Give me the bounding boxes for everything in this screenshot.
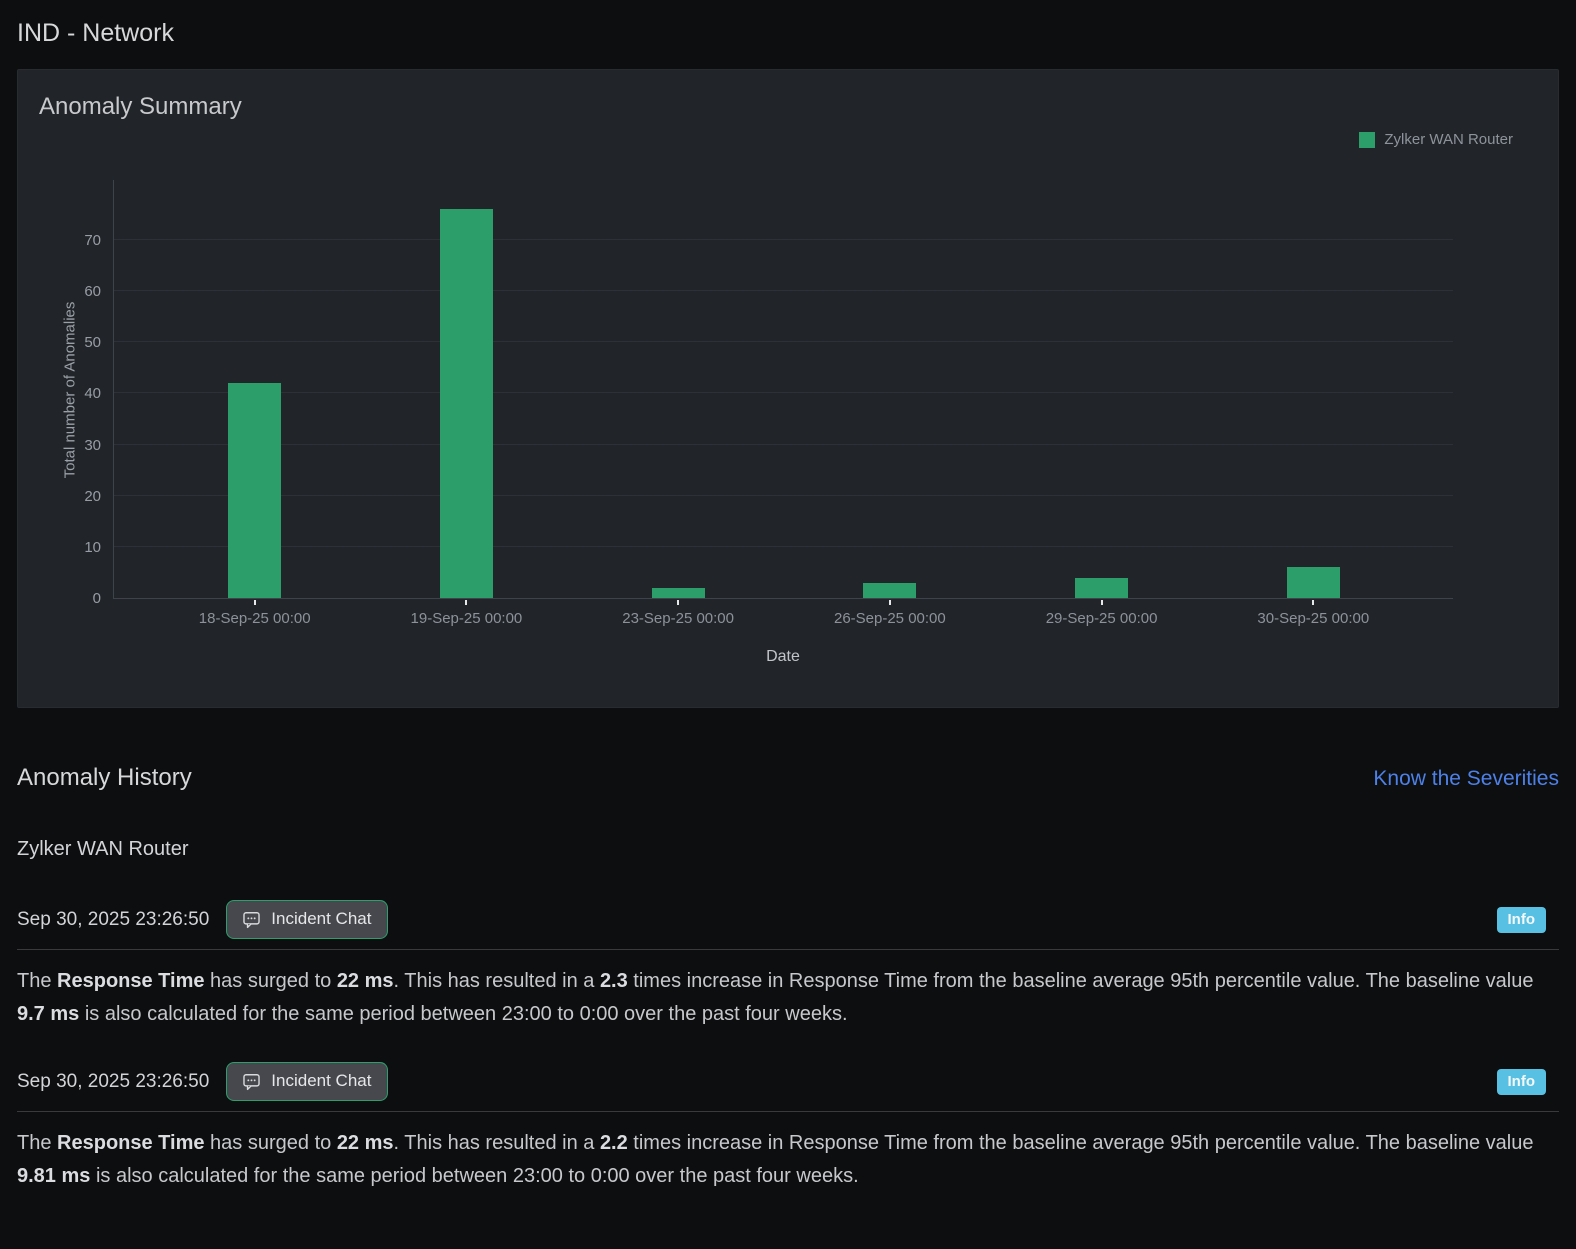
device-name: Zylker WAN Router	[17, 838, 189, 860]
entry-timestamp: Sep 30, 2025 23:26:50	[17, 908, 210, 930]
gridline-y60	[114, 290, 1453, 292]
y-tick-label-70: 70	[84, 232, 101, 249]
x-tick-mark	[677, 600, 680, 605]
message-highlight: 2.2	[599, 1132, 628, 1154]
message-text: The	[17, 970, 58, 992]
message-highlight: 22 ms	[336, 970, 394, 992]
x-tick-mark	[1100, 600, 1103, 605]
anomaly-history-title: Anomaly History	[17, 764, 192, 791]
bar-30-Sep-25 00:00[interactable]	[1286, 567, 1340, 598]
bar-19-Sep-25 00:00[interactable]	[439, 209, 493, 598]
x-tick-mark	[253, 600, 256, 605]
gridline-y70	[114, 239, 1453, 240]
message-highlight: Response Time	[57, 970, 205, 992]
entry-header-row: Sep 30, 2025 23:26:50 Incident Chat Info	[17, 1061, 1559, 1102]
legend-item-zylker-wan-router[interactable]: Zylker WAN Router	[1359, 131, 1513, 148]
x-tick-label: 18-Sep-25 00:00	[198, 610, 311, 627]
page: IND - Network Anomaly Summary Zylker WAN…	[0, 19, 1576, 1193]
x-tick-label: 19-Sep-25 00:00	[410, 610, 523, 627]
y-tick-label-10: 10	[84, 538, 101, 556]
chart-plot: 0 10 20 30 40 50 60 70 18-Sep-25 00:00 19-Sep-25 …	[84, 180, 1453, 627]
y-tick-label-0: 0	[92, 590, 101, 607]
message-text: has surged to	[204, 1132, 337, 1154]
chat-bubble-icon	[242, 1072, 261, 1091]
x-tick-label: 29-Sep-25 00:00	[1045, 610, 1158, 627]
x-tick-label: 26-Sep-25 00:00	[833, 610, 946, 627]
incident-chat-label: Incident Chat	[271, 1071, 372, 1090]
message-text: is also calculated for the same period b…	[90, 1165, 859, 1187]
chat-bubble-icon	[242, 910, 261, 929]
anomaly-summary-title: Anomaly Summary	[39, 93, 242, 120]
bar-23-Sep-25 00:00[interactable]	[651, 587, 705, 598]
x-tick-label: 23-Sep-25 00:00	[622, 610, 735, 627]
legend-swatch	[1359, 131, 1376, 148]
x-tick-mark	[888, 600, 891, 605]
severity-badge: Info	[1496, 906, 1546, 933]
anomaly-entry-list: Sep 30, 2025 23:26:50 Incident Chat Info…	[17, 899, 1559, 1193]
y-axis-title: Total number of Anomalies	[61, 301, 79, 479]
message-text: has surged to	[204, 970, 337, 992]
bar-18-Sep-25 00:00[interactable]	[228, 383, 282, 598]
entry-timestamp: Sep 30, 2025 23:26:50	[17, 1070, 210, 1092]
know-the-severities-link[interactable]: Know the Severities	[1373, 767, 1559, 790]
gridline-y40	[114, 392, 1453, 394]
gridline-y20	[114, 494, 1453, 496]
message-highlight: Response Time	[57, 1132, 205, 1154]
entry-header-row: Sep 30, 2025 23:26:50 Incident Chat Info	[17, 899, 1559, 940]
y-tick-label-30: 30	[84, 436, 101, 454]
message-text: times increase in Response Time from the…	[627, 1132, 1534, 1154]
x-tick-label: 30-Sep-25 00:00	[1257, 610, 1370, 627]
y-tick-label-20: 20	[84, 487, 101, 505]
anomaly-summary-panel: Anomaly Summary Zylker WAN Router Total …	[17, 69, 1559, 708]
entry-message: The Response Time has surged to 22 ms. T…	[17, 965, 1547, 1031]
bar-29-Sep-25 00:00[interactable]	[1075, 577, 1129, 598]
anomaly-history-header: Anomaly History Know the Severities	[17, 764, 1559, 792]
entry-divider	[17, 1111, 1559, 1112]
gridline-y50	[114, 341, 1453, 343]
anomaly-entry: Sep 30, 2025 23:26:50 Incident Chat Info…	[17, 1061, 1559, 1193]
message-highlight: 22 ms	[336, 1132, 394, 1154]
page-title: IND - Network	[17, 19, 174, 47]
message-text: . This has resulted in a	[393, 970, 600, 992]
legend-label: Zylker WAN Router	[1384, 131, 1513, 148]
incident-chat-label: Incident Chat	[271, 909, 372, 928]
entry-message: The Response Time has surged to 22 ms. T…	[17, 1127, 1547, 1193]
bar-26-Sep-25 00:00[interactable]	[863, 582, 917, 598]
incident-chat-button[interactable]: Incident Chat	[226, 900, 389, 939]
message-text: times increase in Response Time from the…	[627, 970, 1534, 992]
incident-chat-button[interactable]: Incident Chat	[226, 1062, 389, 1101]
y-tick-label-40: 40	[84, 385, 101, 403]
message-highlight: 9.7 ms	[17, 1003, 80, 1025]
gridline-y10	[114, 545, 1453, 547]
message-text: . This has resulted in a	[393, 1132, 600, 1154]
x-axis-title: Date	[766, 648, 800, 665]
message-highlight: 2.3	[599, 970, 628, 992]
gridline-y30	[114, 443, 1453, 445]
y-tick-label-50: 50	[84, 334, 101, 352]
y-tick-label-60: 60	[84, 283, 101, 301]
anomaly-entry: Sep 30, 2025 23:26:50 Incident Chat Info…	[17, 899, 1559, 1031]
x-tick-mark	[465, 600, 468, 605]
message-highlight: 9.81 ms	[17, 1165, 91, 1187]
x-tick-mark	[1312, 600, 1315, 605]
entry-divider	[17, 949, 1559, 950]
severity-badge: Info	[1496, 1068, 1546, 1095]
message-text: is also calculated for the same period b…	[79, 1003, 848, 1025]
message-text: The	[17, 1132, 58, 1154]
